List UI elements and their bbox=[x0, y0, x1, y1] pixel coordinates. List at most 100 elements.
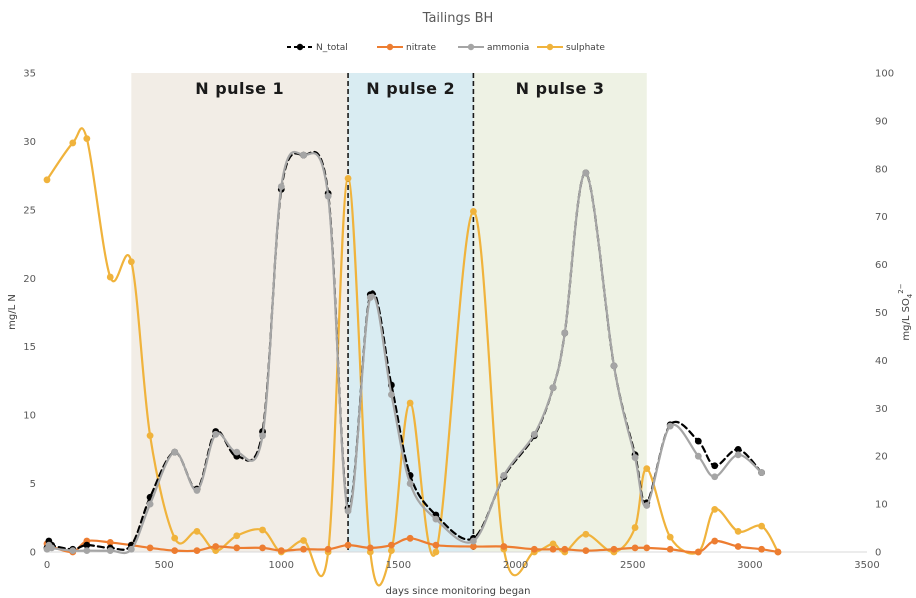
y-left-tick-label: 35 bbox=[23, 69, 36, 80]
y-right-tick-label: 20 bbox=[875, 452, 888, 463]
x-tick-label: 500 bbox=[155, 560, 174, 571]
point-sulphate bbox=[666, 533, 674, 541]
series-ammonia bbox=[43, 151, 765, 555]
point-ammonia bbox=[758, 469, 765, 477]
point-ammonia bbox=[259, 432, 266, 440]
chart-title: Tailings BH bbox=[422, 11, 494, 26]
point-ammonia bbox=[212, 430, 220, 438]
point-sulphate bbox=[631, 524, 639, 531]
y-axis-left-title: mg/L N bbox=[7, 294, 18, 330]
x-tick-label: 1000 bbox=[269, 560, 294, 571]
y-left-tick-label: 30 bbox=[23, 137, 36, 148]
point-ammonia bbox=[171, 448, 179, 456]
point-nitrate bbox=[774, 548, 782, 556]
y-left-tick-label: 5 bbox=[30, 479, 36, 490]
region-labels: N pulse 1 N pulse 2 N pulse 3 bbox=[195, 79, 604, 98]
point-ammonia bbox=[406, 480, 414, 487]
point-sulphate bbox=[233, 532, 241, 540]
point-ammonia bbox=[146, 500, 154, 508]
point-ammonia bbox=[277, 183, 285, 190]
point-nitrate bbox=[610, 545, 618, 553]
point-sulphate bbox=[470, 208, 477, 215]
point-nitrate bbox=[300, 545, 307, 553]
y-left-tick-label: 20 bbox=[23, 274, 36, 285]
point-ammonia bbox=[610, 362, 618, 370]
point-ammonia bbox=[530, 430, 538, 438]
tick-labels: 0 500 1000 1500 2000 2500 3000 3500051015202530… bbox=[23, 69, 894, 572]
point-sulphate bbox=[127, 258, 135, 266]
point-ammonia bbox=[344, 507, 352, 515]
point-nitrate bbox=[631, 544, 639, 552]
legend-swatch-marker bbox=[296, 43, 304, 51]
point-nitrate bbox=[500, 543, 508, 550]
legend-item-ammonia: ammonia bbox=[458, 43, 529, 53]
series-line-ammonia bbox=[45, 151, 763, 555]
legend-swatch-marker bbox=[386, 43, 394, 51]
point-ammonia bbox=[734, 451, 742, 459]
point-ammonia bbox=[582, 169, 590, 177]
point-ammonia bbox=[432, 515, 440, 523]
point-nitrate bbox=[171, 547, 179, 555]
point-ammonia bbox=[69, 547, 77, 555]
point-nitrate bbox=[344, 541, 352, 549]
y-right-tick-label: 90 bbox=[875, 116, 888, 127]
legend-label: nitrate bbox=[406, 43, 436, 53]
y-right-tick-label: 60 bbox=[875, 260, 888, 271]
point-ammonia bbox=[83, 547, 91, 555]
y-axis-right-title-sub: 4 bbox=[906, 293, 914, 298]
point-ammonia bbox=[366, 294, 374, 301]
point-nitrate bbox=[432, 541, 440, 549]
point-sulphate bbox=[43, 176, 51, 184]
legend: N_total nitrate ammonia sulphate bbox=[287, 43, 605, 53]
point-nitrate bbox=[666, 545, 674, 553]
point-n-total bbox=[83, 541, 91, 549]
y-axis-right-title-main: mg/L SO bbox=[901, 298, 912, 341]
legend-swatch-marker bbox=[467, 43, 475, 51]
point-sulphate bbox=[193, 528, 201, 535]
legend-item-nitrate: nitrate bbox=[377, 43, 436, 53]
legend-label: sulphate bbox=[566, 43, 605, 53]
point-ammonia bbox=[694, 452, 702, 460]
point-sulphate bbox=[406, 399, 414, 407]
x-tick-label: 3500 bbox=[854, 560, 879, 571]
point-nitrate bbox=[711, 537, 719, 545]
x-axis-title: days since monitoring began bbox=[385, 586, 530, 597]
x-tick-label: 1500 bbox=[386, 560, 411, 571]
point-nitrate bbox=[366, 544, 374, 552]
point-sulphate bbox=[711, 505, 719, 513]
point-ammonia bbox=[549, 384, 557, 392]
point-nitrate bbox=[324, 545, 332, 553]
series-lines bbox=[43, 127, 782, 587]
region-label-n-pulse-1: N pulse 1 bbox=[195, 79, 284, 98]
region-label-n-pulse-3: N pulse 3 bbox=[516, 79, 605, 98]
point-n-total bbox=[734, 445, 742, 453]
point-nitrate bbox=[549, 545, 557, 553]
y-right-tick-label: 100 bbox=[875, 69, 894, 80]
point-ammonia bbox=[193, 487, 201, 494]
y-right-tick-label: 70 bbox=[875, 212, 888, 223]
region-n-pulse-3 bbox=[473, 73, 647, 552]
point-nitrate bbox=[561, 545, 569, 553]
region-label-n-pulse-2: N pulse 2 bbox=[366, 79, 455, 98]
x-tick-label: 2500 bbox=[620, 560, 645, 571]
y-left-tick-label: 10 bbox=[23, 411, 36, 422]
y-right-tick-label: 50 bbox=[875, 308, 888, 319]
point-sulphate bbox=[432, 548, 440, 556]
legend-swatch-marker bbox=[546, 43, 554, 51]
point-ammonia bbox=[48, 544, 56, 552]
point-ammonia bbox=[470, 537, 477, 545]
point-nitrate bbox=[277, 547, 285, 555]
y-right-tick-label: 10 bbox=[875, 500, 888, 511]
y-right-tick-label: 0 bbox=[875, 548, 881, 559]
point-sulphate bbox=[69, 139, 77, 147]
point-ammonia bbox=[643, 502, 651, 509]
point-nitrate bbox=[758, 545, 765, 553]
point-sulphate bbox=[582, 530, 590, 538]
x-tick-label: 2000 bbox=[503, 560, 528, 571]
legend-item-n-total: N_total bbox=[287, 43, 348, 53]
x-tick-label: 3000 bbox=[737, 560, 762, 571]
point-ammonia bbox=[631, 454, 639, 461]
y-right-tick-label: 80 bbox=[875, 164, 888, 175]
point-ammonia bbox=[233, 448, 241, 456]
